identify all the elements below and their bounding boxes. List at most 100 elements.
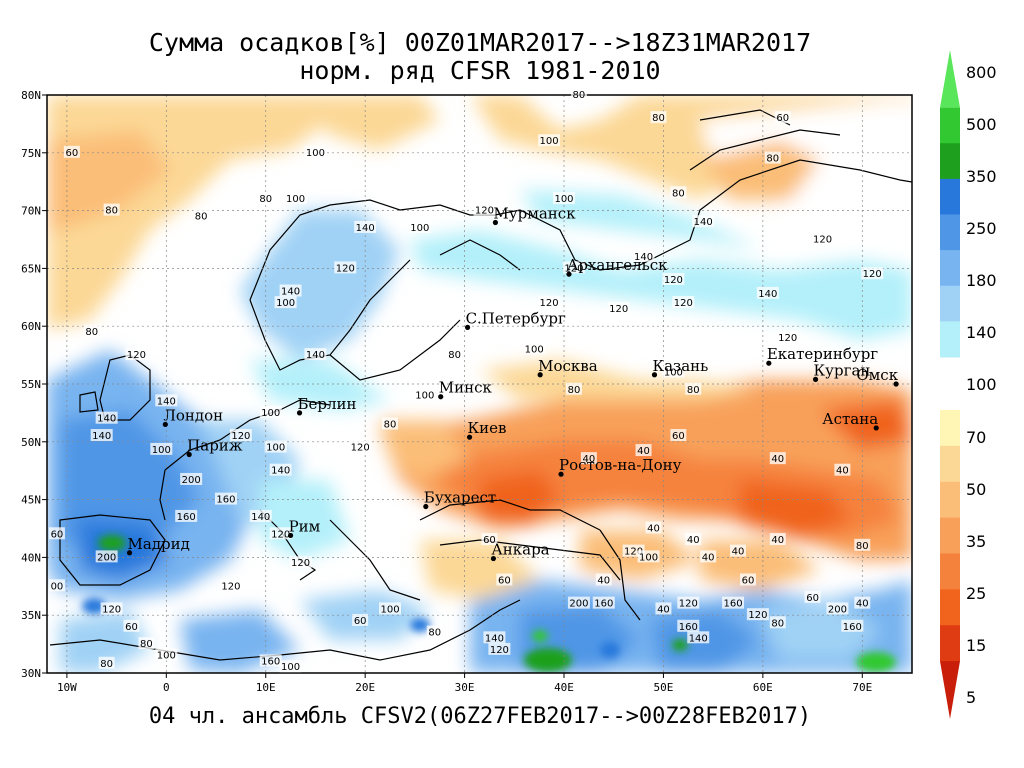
city-dot: [296, 410, 303, 416]
contour-label-bg: [650, 111, 667, 124]
contour-label-bg: [496, 573, 513, 586]
contour-label: 140: [157, 396, 176, 407]
contour-label: 140: [306, 350, 325, 361]
contour-label-bg: [284, 192, 307, 205]
contour-label: 200: [97, 552, 116, 563]
contour-label: 120: [271, 529, 290, 540]
city-dot: [873, 425, 879, 431]
contour-label: 100: [410, 223, 429, 234]
contour-label-bg: [413, 388, 436, 401]
city-dot: [186, 451, 192, 458]
contour-label: 140: [694, 217, 713, 228]
city-label: С.Петербург: [466, 309, 566, 327]
city-markers: Мурманск Архангельск С.Петербург Москва Каза…: [126, 205, 899, 562]
x-tick-label: 60E: [753, 681, 773, 694]
x-tick-label: 10W: [57, 681, 77, 694]
contour-label-bg: [180, 472, 203, 485]
contour-label: 80: [384, 419, 397, 430]
x-tick-label: 20E: [355, 681, 375, 694]
contour-label: 140: [634, 252, 653, 263]
contour-label-bg: [776, 330, 799, 343]
contour-label: 100: [276, 298, 295, 309]
contour-label: 140: [281, 287, 300, 298]
contour-label: 80: [448, 350, 461, 361]
contour-label-bg: [662, 365, 685, 378]
colorbar-box: [940, 321, 960, 358]
contour-label: 100: [152, 445, 171, 456]
colorbar-arrow-bottom: [940, 661, 960, 719]
contour-label-bg: [90, 429, 113, 442]
colorbar-box: [940, 445, 960, 483]
contour-label-bg: [48, 579, 65, 592]
contour-label: 120: [221, 581, 240, 592]
colorbar-label: 180: [966, 271, 997, 290]
contour-label-bg: [538, 134, 561, 147]
subtitle: 04 чл. ансамбль CFSV2(06Z27FEB2017-->00Z…: [148, 704, 812, 729]
contour-label-bg: [155, 648, 178, 661]
contour-label: 60: [354, 616, 367, 627]
y-tick-label: 65N: [21, 262, 41, 275]
city-label: Берлин: [298, 395, 357, 413]
contour-label-bg: [635, 444, 652, 457]
contour-label-bg: [764, 151, 781, 164]
colorbar-box: [940, 517, 960, 554]
colorbar-box: [940, 589, 960, 626]
contour-label: 160: [843, 622, 862, 633]
contour-label-bg: [826, 602, 849, 615]
city-dot: [466, 434, 473, 440]
contour-label-bg: [354, 220, 377, 233]
contour-label: 100: [261, 408, 280, 419]
contour-label-bg: [769, 452, 786, 465]
contour-label: 140: [485, 633, 504, 644]
contour-label: 100: [157, 651, 176, 662]
contour-label-bg: [95, 411, 118, 424]
y-tick-label: 70N: [21, 205, 41, 218]
contour-label-bg: [769, 616, 786, 629]
contour-label-bg: [103, 203, 120, 216]
contour-label-bg: [229, 429, 252, 442]
contour-label: 40: [687, 535, 700, 546]
contour-label: 140: [251, 512, 270, 523]
y-axis: 30N 35N 40N 45N 50N 55N 60N 65N 70N 75N 80N: [21, 89, 47, 680]
contour-label-bg: [834, 463, 851, 476]
contour-label: 160: [261, 656, 280, 667]
city-dot: [492, 219, 499, 226]
contour-label-bg: [257, 192, 274, 205]
contour-label-bg: [672, 296, 695, 309]
contour-label-bg: [670, 186, 687, 199]
contour-label: 120: [748, 610, 767, 621]
contour-label-bg: [722, 596, 745, 609]
y-tick-label: 40N: [21, 551, 41, 564]
contour-label: 80: [652, 113, 665, 124]
city-dot: [893, 381, 899, 387]
colorbar-box: [940, 250, 960, 287]
contour-label-bg: [249, 509, 272, 522]
contour-label: 40: [637, 446, 650, 457]
contour-label: 160: [679, 622, 698, 633]
colorbar-box: [940, 481, 960, 519]
y-tick-label: 50N: [21, 436, 41, 449]
contour-label-bg: [739, 573, 756, 586]
x-tick-label: 10E: [256, 681, 276, 694]
y-tick-label: 60N: [21, 320, 41, 333]
contour-label-bg: [214, 492, 237, 505]
contour-label: 80: [428, 628, 441, 639]
city-label: Бухарест: [424, 489, 496, 507]
contour-label: 100: [664, 367, 683, 378]
contour-label-bg: [488, 642, 511, 655]
contour-label: 80: [195, 211, 208, 222]
x-axis: 10W 0 10E 20E 30E 40E 50E 60E 70E: [57, 673, 872, 694]
contour-label: 40: [771, 535, 784, 546]
city-label: Ростов-на-Дону: [559, 456, 682, 474]
city-dot: [566, 271, 572, 277]
contour-label: 120: [231, 431, 250, 442]
city-label: Мадрид: [128, 535, 190, 553]
city-label: Курган: [814, 361, 871, 379]
contour-label: 160: [177, 512, 196, 523]
contour-label: 120: [351, 443, 370, 454]
x-tick-label: 30E: [455, 681, 475, 694]
city-label: Архангельск: [567, 256, 668, 274]
contour-label-bg: [138, 637, 155, 650]
contour-label: 60: [806, 593, 819, 604]
contour-label-bg: [565, 382, 582, 395]
